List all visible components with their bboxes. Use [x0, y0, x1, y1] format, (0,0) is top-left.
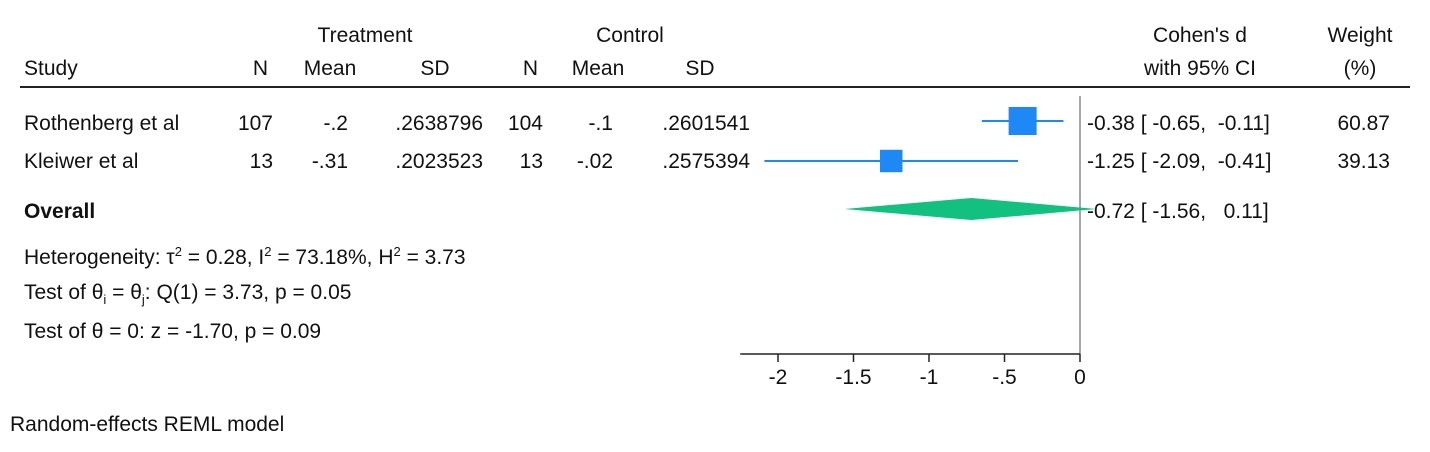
control-mean-header: Mean [571, 57, 625, 80]
weight-value: 39.13 [1337, 150, 1390, 173]
study-name: Rothenberg et al [24, 112, 180, 135]
control-mean: -.1 [588, 112, 613, 135]
overall-diamond [844, 198, 1097, 220]
treatment-n-header: N [252, 57, 268, 80]
treatment-group-header: Treatment [317, 24, 413, 47]
x-tick-label: -1.5 [835, 366, 871, 389]
homogeneity-test: Test of θi = θj: Q(1) = 3.73, p = 0.05 [24, 281, 352, 308]
overall-ci-text: -0.72 [ -1.56, 0.11] [1087, 200, 1269, 223]
header-rule [20, 86, 1410, 88]
control-n: 13 [519, 150, 543, 173]
treatment-sd-header: SD [420, 57, 450, 80]
x-tick-label: 0 [1074, 366, 1086, 389]
effect-ci-text: -1.25 [ -2.09, -0.41] [1087, 150, 1272, 173]
control-group-header: Control [596, 24, 664, 47]
effect-marker [1008, 107, 1037, 135]
x-tick-label: -.5 [992, 366, 1017, 389]
effect-marker [880, 149, 903, 173]
treatment-mean: -.31 [311, 150, 348, 173]
overall-label: Overall [24, 200, 96, 223]
treatment-sd: .2023523 [395, 150, 483, 173]
study-name: Kleiwer et al [24, 150, 139, 173]
treatment-n: 13 [249, 150, 273, 173]
control-n-header: N [522, 57, 538, 80]
treatment-mean-header: Mean [303, 57, 357, 80]
heterogeneity-stats: Heterogeneity: τ2 = 0.28, I2 = 73.18%, H… [24, 244, 466, 269]
control-mean: -.02 [576, 150, 613, 173]
effect-col-header-line2: with 95% CI [1143, 57, 1257, 80]
model-note: Random-effects REML model [10, 413, 285, 436]
effect-ci-text: -0.38 [ -0.65, -0.11] [1087, 112, 1270, 135]
weight-value: 60.87 [1337, 112, 1390, 135]
control-sd-header: SD [685, 57, 715, 80]
treatment-mean: -.2 [323, 112, 348, 135]
effect-col-header-line1: Cohen's d [1153, 24, 1247, 47]
weight-col-header-line1: Weight [1327, 24, 1393, 47]
control-sd: .2601541 [662, 112, 750, 135]
treatment-sd: .2638796 [395, 112, 483, 135]
overall-effect-test: Test of θ = 0: z = -1.70, p = 0.09 [24, 320, 322, 343]
study-col-header: Study [24, 57, 78, 80]
x-tick-label: -1 [920, 366, 939, 389]
control-n: 104 [507, 112, 543, 135]
weight-col-header-line2: (%) [1343, 57, 1377, 80]
x-tick-label: -2 [769, 366, 788, 389]
control-sd: .2575394 [662, 150, 750, 173]
treatment-n: 107 [237, 112, 273, 135]
